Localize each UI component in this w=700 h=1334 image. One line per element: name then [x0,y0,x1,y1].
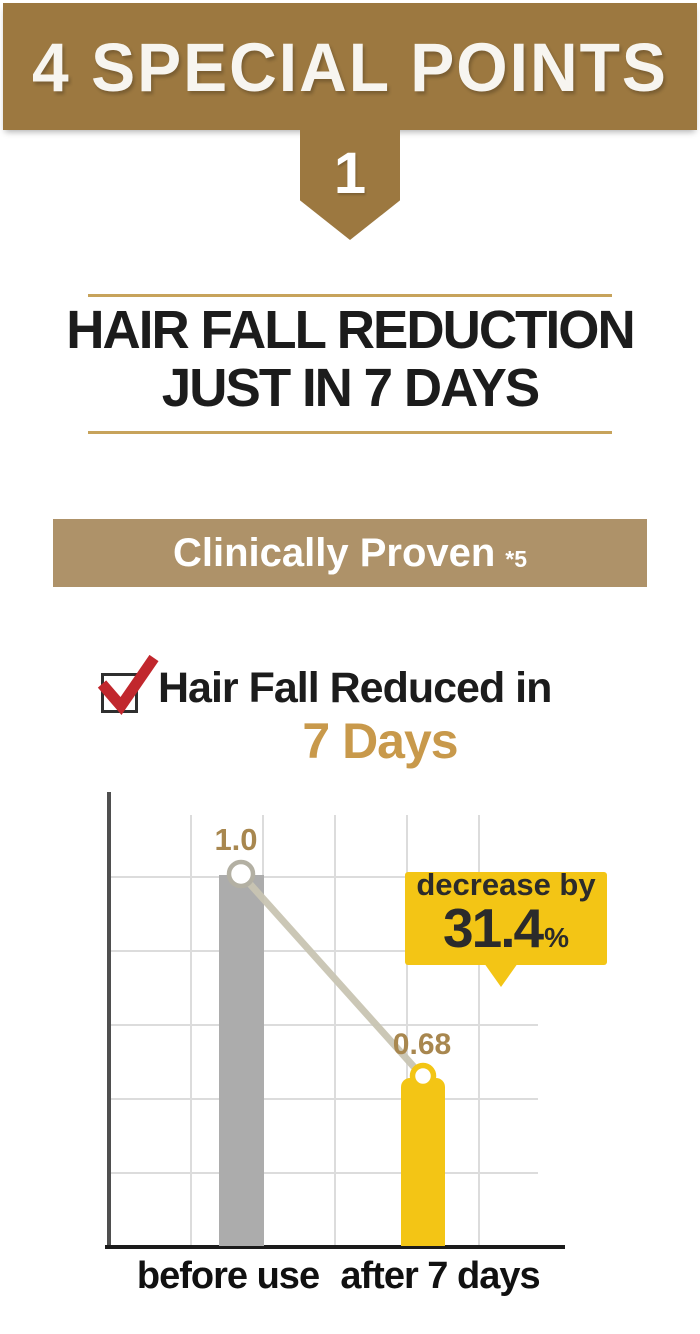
divider-top-line [88,294,612,297]
footnote-marker: *5 [505,545,528,572]
divider-bottom-line [88,431,612,434]
clinically-proven-text: Clinically Proven [172,530,496,575]
gridline-vertical [334,815,336,1245]
checkmark-icon [97,654,159,715]
point-ribbon: 1 [300,130,400,240]
gridline-horizontal [109,1024,538,1026]
gridline-vertical [478,815,480,1245]
value-label-after: 0.68 [392,1028,452,1061]
gridline-vertical [190,815,192,1245]
x-label-before-use: before use [136,1255,320,1297]
header-title: 4 SPECIAL POINTS [32,28,668,105]
feature-text: Hair Fall Reduced in [158,664,552,712]
x-axis [105,1245,565,1249]
bar-before-use [219,875,264,1246]
callout-text: decrease by [416,867,596,902]
x-label-after-7-days: after 7 days [340,1255,540,1297]
value-label-before: 1.0 [214,822,258,857]
y-axis [107,792,111,1249]
gridline-horizontal [109,1098,538,1100]
decrease-callout: decrease by 31.4% [405,867,607,968]
callout-tail [484,963,518,987]
callout-unit: % [544,922,569,953]
gridline-horizontal [109,1172,538,1174]
heading-line-2: JUST IN 7 DAYS [161,358,540,418]
point-number: 1 [333,141,367,206]
heading-line-1: HAIR FALL REDUCTION [66,300,635,360]
bar-after-7-days [401,1078,445,1246]
header-banner: 4 SPECIAL POINTS [3,3,697,130]
callout-value: 31.4 [443,897,544,959]
callout-value-row: 31.4% [443,901,569,968]
feature-highlight: 7 Days [302,713,458,769]
section-heading: HAIR FALL REDUCTION JUST IN 7 DAYS [7,301,693,417]
clinically-proven-banner: Clinically Proven *5 [53,519,647,587]
